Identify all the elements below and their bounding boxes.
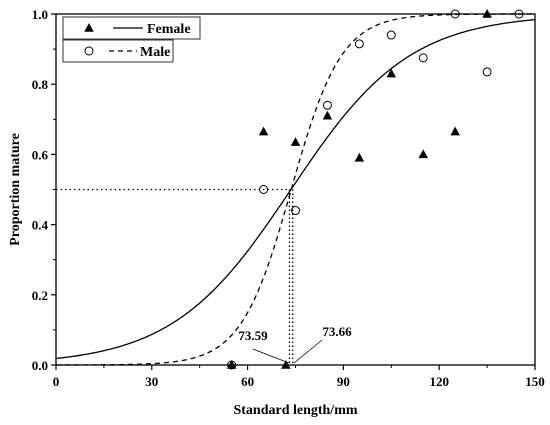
- axis-ticks: [51, 13, 536, 370]
- annotation-arrow-2: [293, 339, 323, 364]
- data-markers: [226, 9, 524, 370]
- x-tick-label: 90: [337, 374, 350, 389]
- fit-curves: [55, 13, 536, 366]
- x-axis-title: Standard length/mm: [233, 403, 357, 418]
- marker-male: [418, 53, 428, 63]
- legend-male-circle-icon: [84, 46, 94, 56]
- plot-frame: [55, 13, 536, 366]
- marker-male: [291, 206, 300, 216]
- annotation-arrow-1: [252, 348, 290, 364]
- marker-female: [290, 137, 301, 146]
- annotations: 73.59 73.66: [238, 324, 352, 364]
- axis-tick-labels: 0 30 60 90 120 150 0.0 0.2 0.4 0.6 0.8 1.0: [32, 7, 545, 389]
- x-tick-label: 120: [429, 374, 449, 389]
- marker-female: [386, 68, 397, 78]
- y-tick-label: 0.4: [32, 218, 49, 233]
- x-tick-label: 0: [53, 374, 60, 389]
- y-tick-label: 0.6: [32, 147, 49, 162]
- reference-lines: [56, 188, 294, 365]
- fit-curve-male: [56, 13, 535, 366]
- legend-male-label: Male: [140, 45, 170, 60]
- marker-male: [386, 30, 396, 40]
- y-tick-label: 0.0: [32, 358, 48, 373]
- marker-male: [354, 39, 364, 49]
- annotation-female-l50: 73.59: [238, 328, 268, 343]
- marker-female: [450, 126, 460, 136]
- marker-female: [418, 149, 428, 159]
- y-axis-title: Proportion mature: [8, 133, 23, 246]
- x-tick-label: 60: [241, 374, 254, 389]
- annotation-male-l50: 73.66: [322, 324, 352, 339]
- marker-male: [322, 100, 332, 110]
- legend-female-label: Female: [147, 22, 191, 37]
- y-tick-label: 1.0: [32, 7, 48, 22]
- marker-male: [482, 67, 492, 77]
- y-tick-label: 0.8: [32, 77, 49, 92]
- x-tick-label: 150: [525, 374, 545, 389]
- y-tick-label: 0.2: [32, 288, 48, 303]
- legend: Female Male: [62, 16, 201, 63]
- x-tick-label: 30: [145, 374, 158, 389]
- marker-male: [259, 185, 269, 194]
- marker-female: [354, 152, 365, 162]
- marker-female: [258, 126, 269, 136]
- marker-female: [322, 110, 333, 120]
- legend-female-triangle-icon: [84, 23, 94, 32]
- fit-curve-female: [55, 18, 536, 360]
